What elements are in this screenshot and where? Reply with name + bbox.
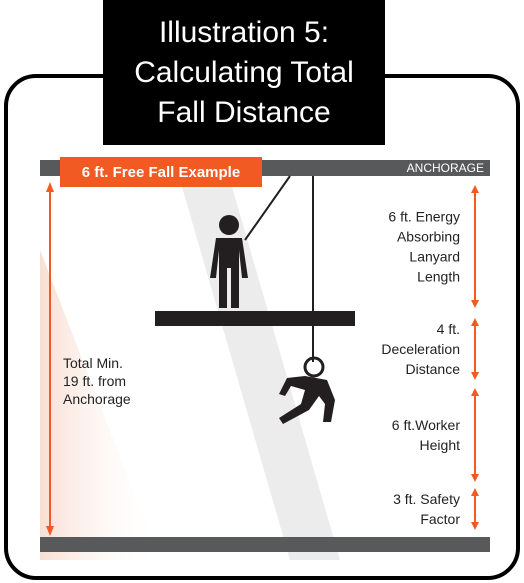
- title-line: Calculating Total: [134, 56, 354, 89]
- measure-label: Deceleration: [381, 341, 460, 357]
- total-label: Total Min.: [63, 355, 123, 371]
- total-label: Anchorage: [63, 391, 131, 407]
- measure-label: Absorbing: [397, 229, 460, 245]
- measure-label: Distance: [406, 361, 461, 377]
- title-line: Illustration 5:: [159, 16, 329, 49]
- platform: [155, 311, 355, 326]
- measure-label: 6 ft.Worker: [392, 417, 461, 433]
- measure-label: 4 ft.: [437, 321, 460, 337]
- diagram: ANCHORAGE 6 ft. Free Fall Example Illust…: [0, 0, 524, 583]
- measure-label: 3 ft. Safety: [393, 491, 460, 507]
- measure-label: 6 ft. Energy: [388, 209, 460, 225]
- title-line: Fall Distance: [157, 96, 330, 129]
- measure-label: Length: [417, 269, 460, 285]
- anchorage-label: ANCHORAGE: [407, 161, 484, 175]
- example-label: 6 ft. Free Fall Example: [82, 164, 240, 181]
- ground-bar: [40, 537, 490, 552]
- measure-label: Factor: [420, 511, 460, 527]
- measure-label: Lanyard: [409, 249, 460, 265]
- total-label: 19 ft. from: [63, 373, 126, 389]
- measure-label: Height: [420, 437, 461, 453]
